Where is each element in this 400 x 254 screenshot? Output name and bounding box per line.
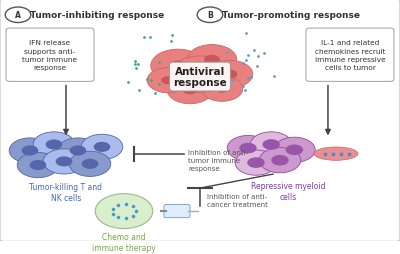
Circle shape <box>43 149 85 174</box>
Circle shape <box>151 50 205 83</box>
Text: A: A <box>15 11 21 20</box>
Circle shape <box>70 146 86 156</box>
Circle shape <box>82 159 98 169</box>
Circle shape <box>161 77 175 85</box>
Text: IFN release
supports anti-
tumor immune
response: IFN release supports anti- tumor immune … <box>22 40 78 71</box>
Text: Inhibition of anti-
tumor immune
response: Inhibition of anti- tumor immune respons… <box>188 149 248 171</box>
Circle shape <box>81 135 123 160</box>
FancyBboxPatch shape <box>306 29 394 82</box>
Circle shape <box>57 138 99 164</box>
Circle shape <box>286 145 303 155</box>
Text: Tumor-inhibiting response: Tumor-inhibiting response <box>30 11 164 20</box>
Text: Tumor-killing T and
NK cells: Tumor-killing T and NK cells <box>30 182 102 203</box>
Circle shape <box>259 148 301 173</box>
Circle shape <box>223 70 237 79</box>
FancyBboxPatch shape <box>6 29 94 82</box>
Circle shape <box>22 146 38 156</box>
Text: Inhibition of anti-
cancer treatment: Inhibition of anti- cancer treatment <box>207 193 268 207</box>
FancyBboxPatch shape <box>164 205 190 218</box>
Circle shape <box>9 138 51 164</box>
Circle shape <box>271 155 289 166</box>
Ellipse shape <box>314 147 358 161</box>
Circle shape <box>215 85 229 93</box>
Circle shape <box>5 8 31 23</box>
Circle shape <box>95 194 153 229</box>
Circle shape <box>30 160 46 170</box>
Circle shape <box>56 157 72 167</box>
Circle shape <box>262 140 280 150</box>
Circle shape <box>170 57 230 93</box>
Circle shape <box>227 136 269 161</box>
Circle shape <box>167 77 213 104</box>
Circle shape <box>69 152 111 177</box>
Circle shape <box>201 77 243 102</box>
Circle shape <box>204 56 220 65</box>
Circle shape <box>183 86 197 95</box>
FancyBboxPatch shape <box>0 0 400 242</box>
Text: IL-1 and related
chemokines recruit
immune repressive
cells to tumor: IL-1 and related chemokines recruit immu… <box>315 40 385 71</box>
Circle shape <box>239 143 257 154</box>
Circle shape <box>250 132 292 157</box>
Circle shape <box>33 132 75 157</box>
Circle shape <box>187 45 237 75</box>
Circle shape <box>274 138 315 163</box>
Circle shape <box>147 68 189 93</box>
Circle shape <box>46 140 62 150</box>
Text: Chemo and
immune therapy: Chemo and immune therapy <box>92 232 156 252</box>
Circle shape <box>94 142 110 152</box>
Circle shape <box>207 61 253 89</box>
Circle shape <box>235 150 277 176</box>
Text: B: B <box>207 11 213 20</box>
Circle shape <box>247 158 265 168</box>
Text: Tumor-promoting response: Tumor-promoting response <box>222 11 360 20</box>
Text: Antiviral
response: Antiviral response <box>173 67 227 88</box>
Circle shape <box>197 8 223 23</box>
Circle shape <box>17 153 59 178</box>
Text: Repressive myeloid
cells: Repressive myeloid cells <box>251 181 325 201</box>
Circle shape <box>169 61 187 72</box>
Circle shape <box>190 69 210 81</box>
